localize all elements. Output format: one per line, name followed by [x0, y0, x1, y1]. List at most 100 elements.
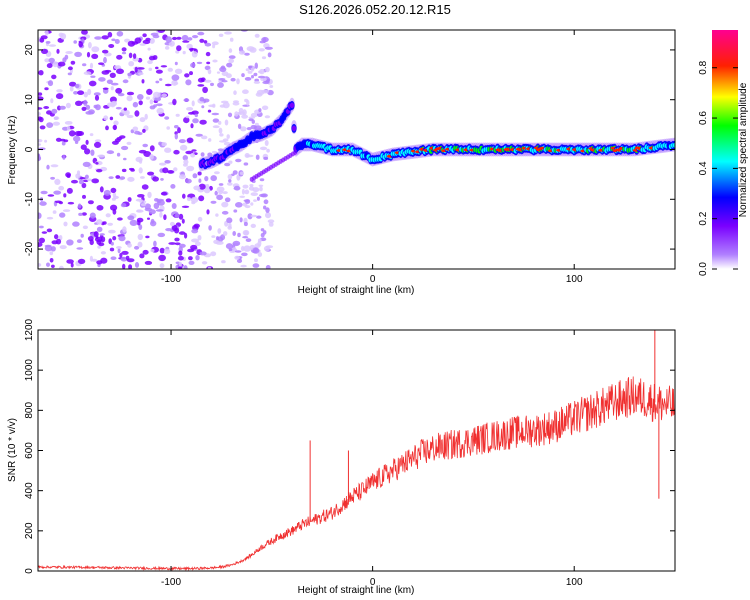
noise-blob: [241, 114, 249, 119]
x-tick-label: 0: [370, 274, 376, 285]
noise-blob: [55, 93, 64, 100]
noise-blob: [134, 262, 140, 268]
noise-blob: [224, 162, 231, 167]
noise-blob: [115, 175, 121, 179]
noise-blob: [266, 148, 270, 153]
x-tick-label: -100: [161, 577, 181, 588]
noise-blob: [134, 110, 140, 117]
noise-blob: [251, 75, 254, 79]
noise-blob: [206, 61, 211, 65]
noise-blob: [88, 80, 97, 87]
noise-blob: [80, 144, 87, 150]
noise-blob: [215, 236, 220, 241]
colorbar-label: Normalized spectral amplitude: [738, 82, 749, 217]
noise-blob: [78, 179, 84, 185]
noise-blob: [230, 77, 236, 82]
noise-blob: [126, 95, 133, 102]
noise-blob: [227, 174, 233, 180]
noise-blob: [120, 203, 127, 208]
noise-blob: [226, 134, 230, 139]
noise-blob: [38, 237, 46, 244]
noise-blob: [126, 141, 132, 145]
noise-blob: [50, 164, 59, 168]
noise-blob: [240, 126, 247, 132]
noise-blob: [164, 83, 172, 87]
noise-blob: [208, 104, 216, 108]
noise-blob: [39, 37, 45, 43]
noise-blob: [178, 250, 183, 256]
noise-blob: [171, 224, 178, 232]
noise-blob: [250, 223, 256, 228]
noise-blob: [212, 59, 218, 63]
noise-blob: [259, 68, 265, 75]
noise-blob: [103, 189, 111, 196]
noise-blob: [184, 73, 190, 78]
noise-blob: [159, 263, 165, 269]
noise-blob: [53, 116, 60, 120]
noise-blob: [86, 178, 92, 182]
noise-blob: [234, 250, 242, 253]
noise-blob: [138, 167, 143, 174]
noise-blob: [85, 111, 94, 115]
noise-blob: [236, 174, 241, 181]
noise-blob: [161, 93, 168, 98]
noise-blob: [262, 81, 270, 85]
noise-blob: [98, 77, 106, 82]
noise-blob: [121, 145, 129, 151]
noise-blob: [195, 255, 200, 261]
noise-blob: [123, 107, 128, 111]
noise-blob: [174, 242, 181, 246]
noise-blob: [153, 240, 157, 247]
noise-blob: [254, 122, 259, 126]
noise-blob: [191, 238, 199, 243]
noise-blob: [265, 212, 271, 219]
noise-blob: [70, 60, 76, 65]
noise-blob: [157, 232, 166, 238]
noise-blob: [223, 231, 228, 236]
noise-blob: [160, 191, 168, 196]
noise-blob: [38, 116, 44, 123]
noise-blob: [127, 243, 132, 248]
noise-blob: [178, 261, 182, 267]
snr-frame: [37, 329, 676, 572]
noise-blob: [239, 171, 244, 176]
noise-blob: [118, 235, 126, 242]
noise-blob: [140, 176, 145, 179]
noise-blob: [41, 231, 48, 234]
noise-blob: [66, 125, 71, 131]
noise-blob: [102, 221, 107, 225]
noise-blob: [235, 202, 243, 208]
noise-blob: [225, 73, 232, 79]
noise-blob: [191, 201, 196, 205]
noise-blob: [208, 225, 212, 231]
noise-blob: [236, 78, 240, 85]
noise-blob: [94, 141, 102, 148]
noise-blob: [111, 100, 118, 106]
noise-blob: [54, 234, 59, 240]
noise-blob: [220, 65, 226, 70]
noise-blob: [255, 154, 260, 160]
noise-blob: [147, 60, 153, 65]
noise-blob: [145, 235, 150, 239]
noise-blob: [206, 209, 210, 215]
y-tick-label: 1200: [24, 318, 35, 341]
noise-blob: [122, 226, 127, 233]
noise-blob: [137, 94, 144, 100]
noise-blob: [107, 31, 113, 38]
noise-blob: [191, 149, 197, 152]
noise-blob: [176, 36, 182, 40]
noise-blob: [207, 68, 212, 75]
noise-blob: [90, 149, 95, 156]
colorbar-tick-label: 0.8: [698, 60, 709, 74]
noise-blob: [251, 119, 255, 124]
noise-blob: [63, 193, 67, 198]
noise-blob: [110, 241, 114, 246]
noise-blob: [232, 101, 240, 106]
noise-blob: [38, 143, 42, 146]
noise-blob: [192, 173, 198, 179]
noise-blob: [204, 42, 212, 47]
noise-blob: [259, 146, 268, 151]
noise-blob: [174, 125, 179, 129]
noise-blob: [243, 162, 249, 166]
